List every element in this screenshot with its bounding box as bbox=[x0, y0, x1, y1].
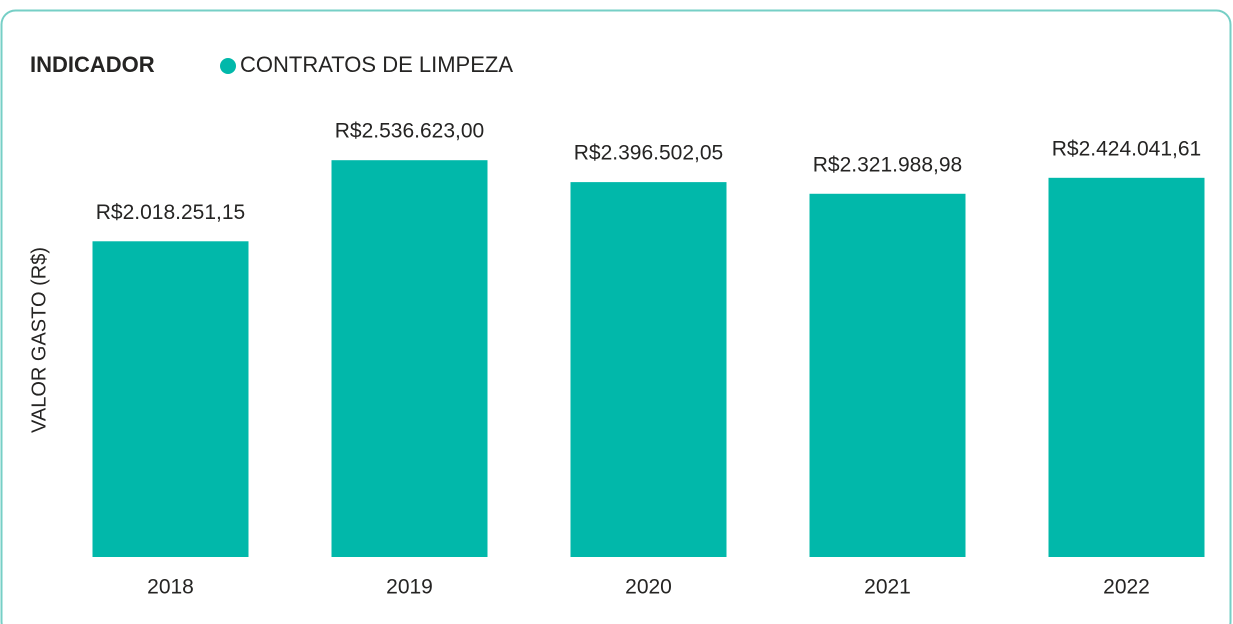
bar bbox=[1048, 177, 1205, 557]
x-tick-label: 2021 bbox=[864, 576, 911, 599]
bar bbox=[331, 160, 488, 557]
bar bbox=[92, 241, 249, 558]
bar bbox=[570, 182, 727, 558]
data-label: R$2.018.251,15 bbox=[96, 201, 245, 224]
data-label: R$2.424.041,61 bbox=[1052, 137, 1201, 160]
legend-label: CONTRATOS DE LIMPEZA bbox=[240, 52, 513, 77]
bar bbox=[809, 193, 966, 557]
y-axis-label: VALOR GASTO (R$) bbox=[28, 247, 50, 433]
legend-title: INDICADOR bbox=[30, 52, 155, 77]
x-tick-label: 2022 bbox=[1103, 576, 1150, 599]
legend-marker bbox=[220, 58, 236, 74]
x-tick-label: 2019 bbox=[386, 576, 433, 599]
data-label: R$2.396.502,05 bbox=[574, 142, 723, 165]
data-label: R$2.321.988,98 bbox=[813, 153, 962, 176]
data-label: R$2.536.623,00 bbox=[335, 120, 484, 143]
x-tick-label: 2018 bbox=[147, 576, 194, 599]
x-tick-label: 2020 bbox=[625, 576, 672, 599]
